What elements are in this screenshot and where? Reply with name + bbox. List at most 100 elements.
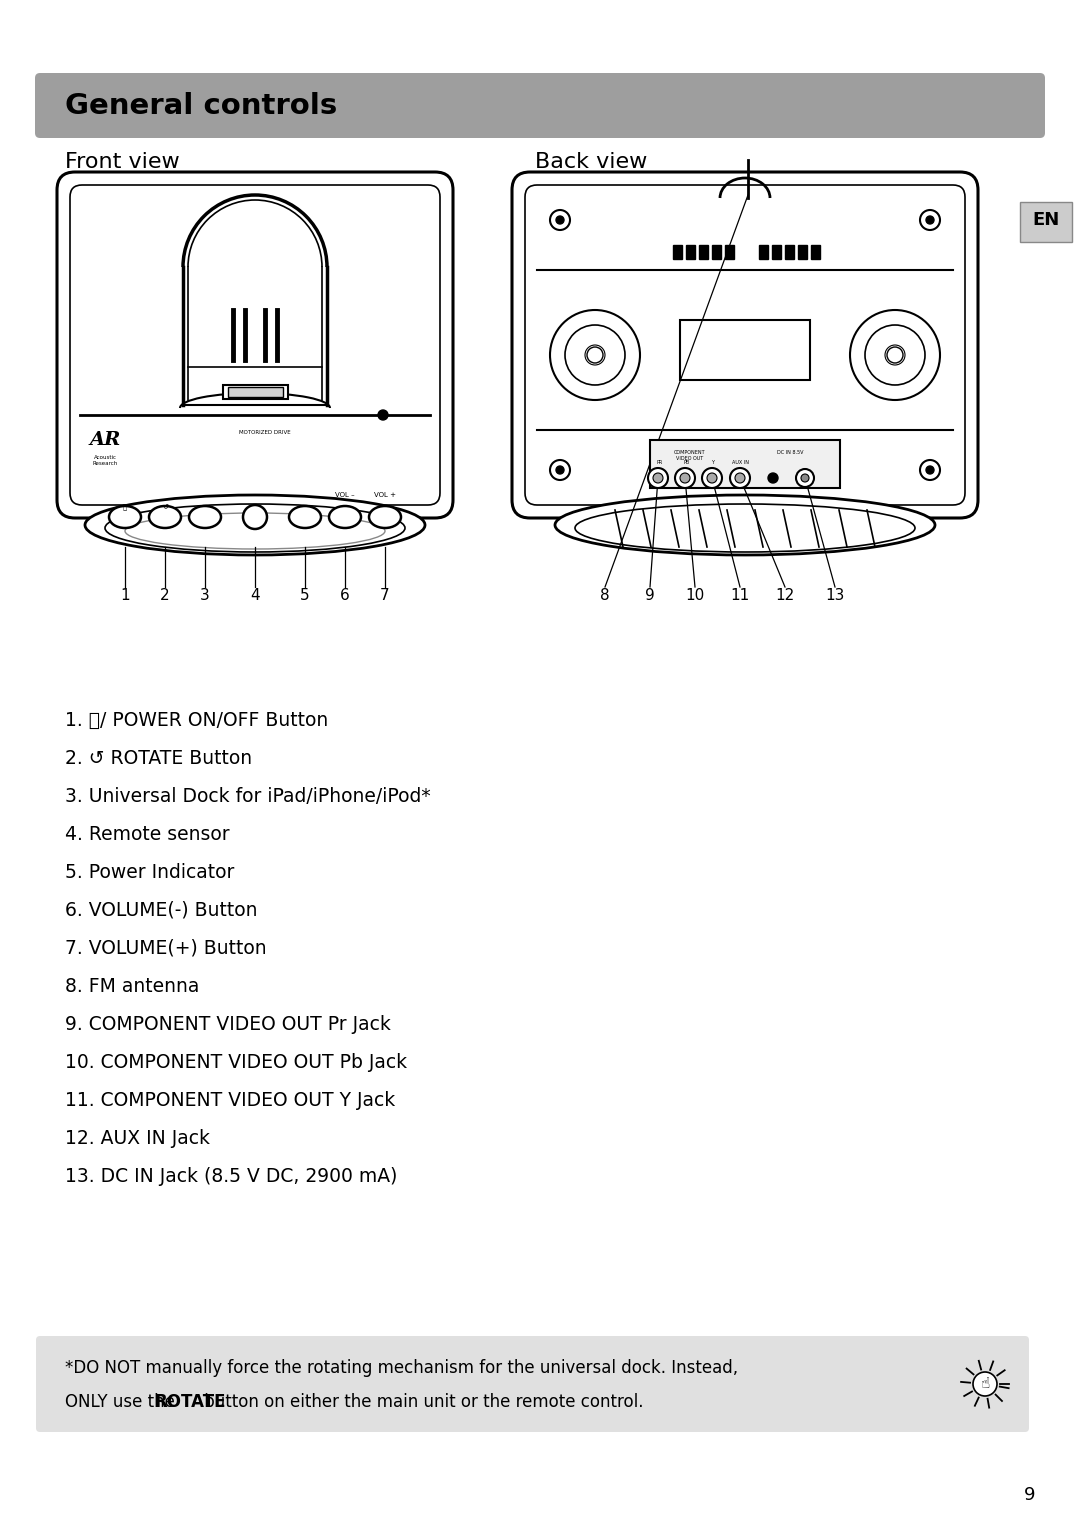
Text: 3. Universal Dock for iPad/iPhone/iPod*: 3. Universal Dock for iPad/iPhone/iPod* xyxy=(65,786,431,806)
Text: 13: 13 xyxy=(825,587,845,602)
Circle shape xyxy=(550,309,640,400)
Text: 6: 6 xyxy=(340,587,350,602)
Ellipse shape xyxy=(109,506,141,529)
Circle shape xyxy=(887,348,903,363)
Text: VOL –: VOL – xyxy=(335,492,355,498)
Text: 2: 2 xyxy=(160,587,170,602)
Text: 11: 11 xyxy=(730,587,750,602)
Text: EN: EN xyxy=(1032,211,1059,228)
FancyBboxPatch shape xyxy=(36,1336,1029,1432)
Circle shape xyxy=(378,411,388,420)
Bar xyxy=(797,245,807,259)
Ellipse shape xyxy=(555,495,935,555)
Circle shape xyxy=(730,467,750,489)
Circle shape xyxy=(768,473,778,483)
Text: 8. FM antenna: 8. FM antenna xyxy=(65,976,200,996)
Circle shape xyxy=(920,460,940,480)
Ellipse shape xyxy=(105,504,405,552)
Text: ONLY use the: ONLY use the xyxy=(65,1393,180,1411)
Text: *DO NOT manually force the rotating mechanism for the universal dock. Instead,: *DO NOT manually force the rotating mech… xyxy=(65,1359,738,1377)
Circle shape xyxy=(556,466,564,473)
Text: Acoustic
Research: Acoustic Research xyxy=(93,455,118,466)
Ellipse shape xyxy=(189,506,221,529)
Bar xyxy=(712,245,720,259)
Text: 5: 5 xyxy=(300,587,310,602)
Text: button on either the main unit or the remote control.: button on either the main unit or the re… xyxy=(199,1393,644,1411)
Text: VOL +: VOL + xyxy=(374,492,396,498)
Bar xyxy=(725,245,733,259)
FancyBboxPatch shape xyxy=(1020,202,1072,242)
Circle shape xyxy=(850,309,940,400)
Circle shape xyxy=(556,216,564,224)
Text: 12. AUX IN Jack: 12. AUX IN Jack xyxy=(65,1129,210,1147)
Text: 9: 9 xyxy=(645,587,654,602)
Text: 12: 12 xyxy=(775,587,795,602)
Text: Back view: Back view xyxy=(535,152,647,172)
Ellipse shape xyxy=(85,495,426,555)
Circle shape xyxy=(653,473,663,483)
Circle shape xyxy=(588,348,603,363)
FancyBboxPatch shape xyxy=(35,74,1045,138)
Circle shape xyxy=(920,210,940,230)
Text: AR: AR xyxy=(90,430,121,449)
Text: AUX IN: AUX IN xyxy=(731,460,748,464)
FancyBboxPatch shape xyxy=(512,172,978,518)
Text: Y: Y xyxy=(712,460,715,464)
Bar xyxy=(784,245,794,259)
Circle shape xyxy=(702,467,723,489)
Text: COMPONENT
VIDEO OUT: COMPONENT VIDEO OUT xyxy=(674,450,706,461)
Text: 11. COMPONENT VIDEO OUT Y Jack: 11. COMPONENT VIDEO OUT Y Jack xyxy=(65,1091,395,1109)
Text: 5. Power Indicator: 5. Power Indicator xyxy=(65,863,234,881)
Text: ⏻: ⏻ xyxy=(123,504,127,510)
Text: ☝: ☝ xyxy=(981,1376,989,1391)
Circle shape xyxy=(926,216,934,224)
Circle shape xyxy=(243,506,267,529)
Bar xyxy=(228,388,283,397)
Text: 7: 7 xyxy=(380,587,390,602)
Text: 1. ⏻/ POWER ON/OFF Button: 1. ⏻/ POWER ON/OFF Button xyxy=(65,711,328,729)
Text: 2. ↺ ROTATE Button: 2. ↺ ROTATE Button xyxy=(65,749,252,768)
Text: Front view: Front view xyxy=(65,152,179,172)
Text: 4: 4 xyxy=(251,587,260,602)
Circle shape xyxy=(801,473,809,483)
Bar xyxy=(673,245,681,259)
Text: DC IN 8.5V: DC IN 8.5V xyxy=(777,450,804,455)
Text: 8: 8 xyxy=(600,587,610,602)
Text: ROTATE: ROTATE xyxy=(154,1393,226,1411)
Ellipse shape xyxy=(329,506,361,529)
Ellipse shape xyxy=(125,513,384,548)
Text: PB: PB xyxy=(684,460,690,464)
FancyBboxPatch shape xyxy=(70,185,440,506)
Text: PR: PR xyxy=(657,460,663,464)
Circle shape xyxy=(926,466,934,473)
Bar xyxy=(680,320,810,380)
Bar xyxy=(758,245,768,259)
Circle shape xyxy=(796,469,814,487)
Circle shape xyxy=(565,325,625,385)
Ellipse shape xyxy=(369,506,401,529)
Text: 10: 10 xyxy=(686,587,704,602)
Text: 10. COMPONENT VIDEO OUT Pb Jack: 10. COMPONENT VIDEO OUT Pb Jack xyxy=(65,1052,407,1071)
Text: ↺: ↺ xyxy=(162,504,167,510)
Text: 6. VOLUME(-) Button: 6. VOLUME(-) Button xyxy=(65,901,257,919)
Bar xyxy=(771,245,781,259)
Circle shape xyxy=(550,460,570,480)
Bar xyxy=(699,245,707,259)
FancyBboxPatch shape xyxy=(650,440,840,489)
Circle shape xyxy=(973,1373,997,1396)
Circle shape xyxy=(648,467,669,489)
Text: 9: 9 xyxy=(1024,1486,1036,1504)
Bar xyxy=(222,385,287,398)
Ellipse shape xyxy=(149,506,181,529)
Text: 13. DC IN Jack (8.5 V DC, 2900 mA): 13. DC IN Jack (8.5 V DC, 2900 mA) xyxy=(65,1166,397,1186)
Text: 9. COMPONENT VIDEO OUT Pr Jack: 9. COMPONENT VIDEO OUT Pr Jack xyxy=(65,1014,391,1034)
Ellipse shape xyxy=(575,504,915,552)
FancyBboxPatch shape xyxy=(57,172,453,518)
Circle shape xyxy=(550,210,570,230)
Bar xyxy=(686,245,694,259)
Text: 1: 1 xyxy=(120,587,130,602)
Circle shape xyxy=(865,325,924,385)
FancyBboxPatch shape xyxy=(525,185,966,506)
Text: MOTORIZED DRIVE: MOTORIZED DRIVE xyxy=(239,430,291,435)
Text: 7. VOLUME(+) Button: 7. VOLUME(+) Button xyxy=(65,939,267,958)
